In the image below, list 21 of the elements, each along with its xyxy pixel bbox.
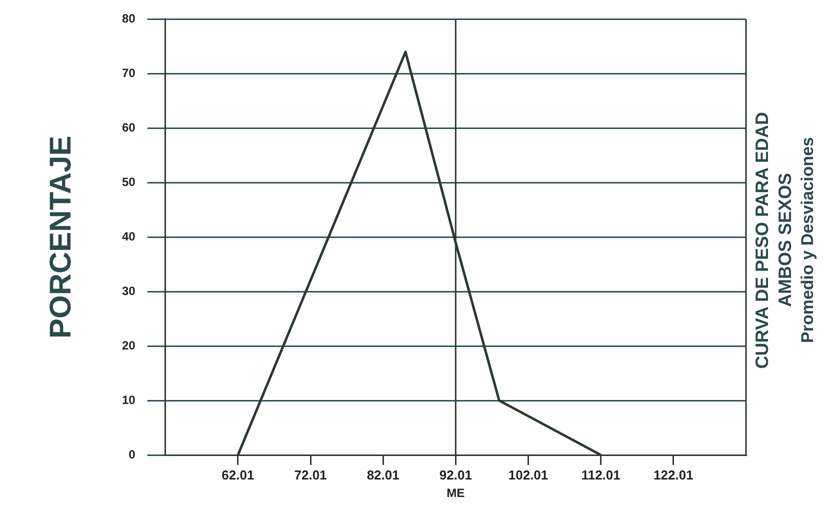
y-tick-label: 10: [122, 392, 136, 407]
y-tick-label: 40: [122, 229, 136, 244]
x-tick-label: 112.01: [581, 467, 620, 482]
text: CURVA DE PESO PARA EDAD: [752, 112, 773, 368]
text: Promedio y Desviaciones: [798, 137, 818, 343]
x-tick-label: 122.01: [654, 467, 694, 482]
y-tick-label: 20: [122, 338, 136, 352]
y-tick-label: 50: [122, 174, 136, 189]
x-tick-label: 92.01: [439, 467, 472, 482]
y-tick-label: 30: [122, 284, 136, 298]
text: AMBOS SEXOS: [775, 172, 796, 308]
y-tick-label: 0: [128, 447, 136, 462]
x-tick-label: 102.01: [508, 467, 548, 482]
y-tick-label: 60: [122, 120, 136, 134]
y-tick-label: 70: [122, 66, 136, 80]
x-tick-label: 82.01: [366, 467, 400, 482]
x-tick-label: 62.01: [222, 467, 254, 482]
y-tick-label: 80: [122, 12, 136, 26]
x-tick-label: 72.01: [294, 467, 327, 482]
x-axis-title: ME: [446, 486, 465, 500]
y-axis-title: PORCENTAJE: [44, 136, 78, 339]
